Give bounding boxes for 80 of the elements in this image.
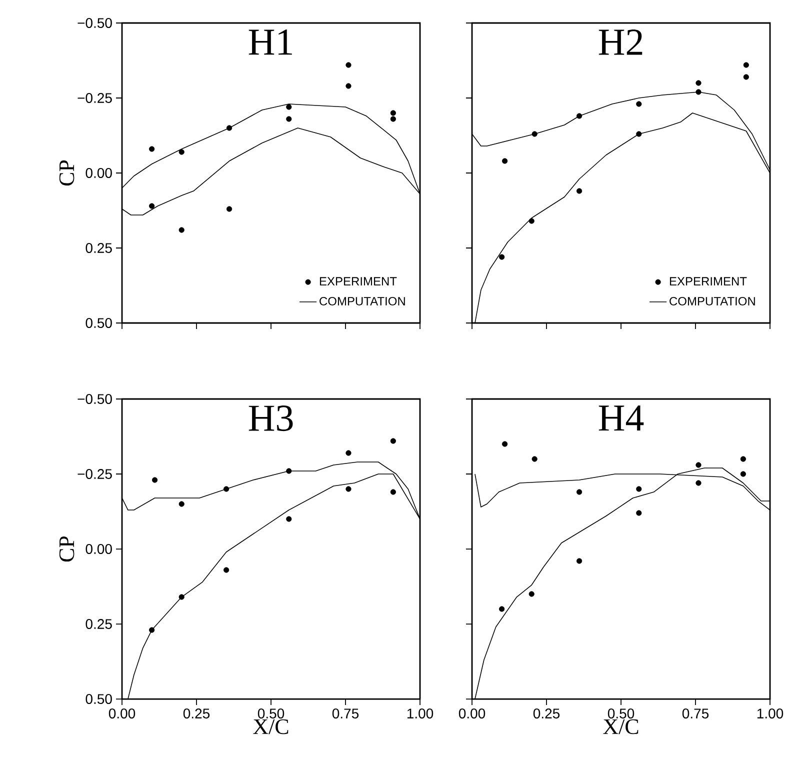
y-tick-label: −0.25 [78,93,112,103]
point [576,113,582,119]
x-tick-label: 0.75 [332,708,359,718]
x-tick-label: 0.50 [608,708,634,718]
point [696,480,702,486]
point [499,254,505,260]
point [499,606,505,612]
point [532,131,538,137]
point [502,158,508,164]
point [149,146,155,152]
point [636,101,642,107]
y-tick-label: 0.50 [86,694,112,704]
point [576,558,582,564]
y-tick-label: −0.25 [78,469,112,479]
point [390,110,396,116]
point [390,116,396,122]
point [532,456,538,462]
point [226,206,232,212]
y-axis-title: CP [59,160,74,186]
point [149,203,155,209]
x-tick-label: 0.75 [682,708,709,718]
point [178,501,184,507]
point [286,116,292,122]
point [178,149,184,155]
x-tick-label: 0.25 [533,708,560,718]
legend-label: EXPERIMENT [670,277,747,286]
y-tick-label: 0.50 [86,318,112,328]
x-tick-label: 1.00 [757,708,784,718]
x-tick-label: 0.50 [258,708,284,718]
y-tick-label: 0.00 [86,544,112,554]
x-tick-label: 0.00 [108,708,136,718]
point [696,80,702,86]
point [696,462,702,468]
point [743,74,749,80]
point [502,441,508,447]
y-tick-label: −0.50 [78,18,112,28]
point [224,567,230,573]
point [178,227,184,233]
point [346,450,352,456]
legend-label: COMPUTATION [320,296,405,306]
y-tick-label: −0.50 [78,394,112,404]
point [286,104,292,110]
point [743,62,749,68]
chart-title: H2 [598,30,642,55]
point [390,489,396,495]
x-tick-label: 1.00 [407,708,434,718]
point [286,468,292,474]
legend-label: COMPUTATION [670,296,755,306]
chart-title: H3 [248,406,293,432]
y-axis-title: CP [59,536,74,562]
point [226,125,232,131]
point [740,456,746,462]
chart-title: H1 [248,30,292,55]
point [636,131,642,137]
point [576,489,582,495]
chart-title: H4 [598,406,644,431]
x-tick-label: 0.25 [183,708,210,718]
point [224,486,230,492]
point [696,89,702,95]
x-tick-label: 0.00 [458,708,486,718]
point [178,594,184,600]
point [576,188,582,194]
x-axis-title: X/C [253,719,288,734]
y-tick-label: 0.00 [86,168,112,178]
point [152,477,158,483]
y-tick-label: 0.25 [86,619,112,629]
point [528,218,534,224]
point [346,486,352,492]
point [528,591,534,597]
point [390,438,396,444]
y-tick-label: 0.25 [86,243,112,253]
point [636,486,642,492]
x-axis-title: X/C [603,719,638,734]
legend-label: EXPERIMENT [320,277,397,286]
point [636,510,642,516]
point [346,62,352,68]
point [286,516,292,522]
point [149,627,155,633]
point [346,83,352,89]
point [740,471,746,477]
